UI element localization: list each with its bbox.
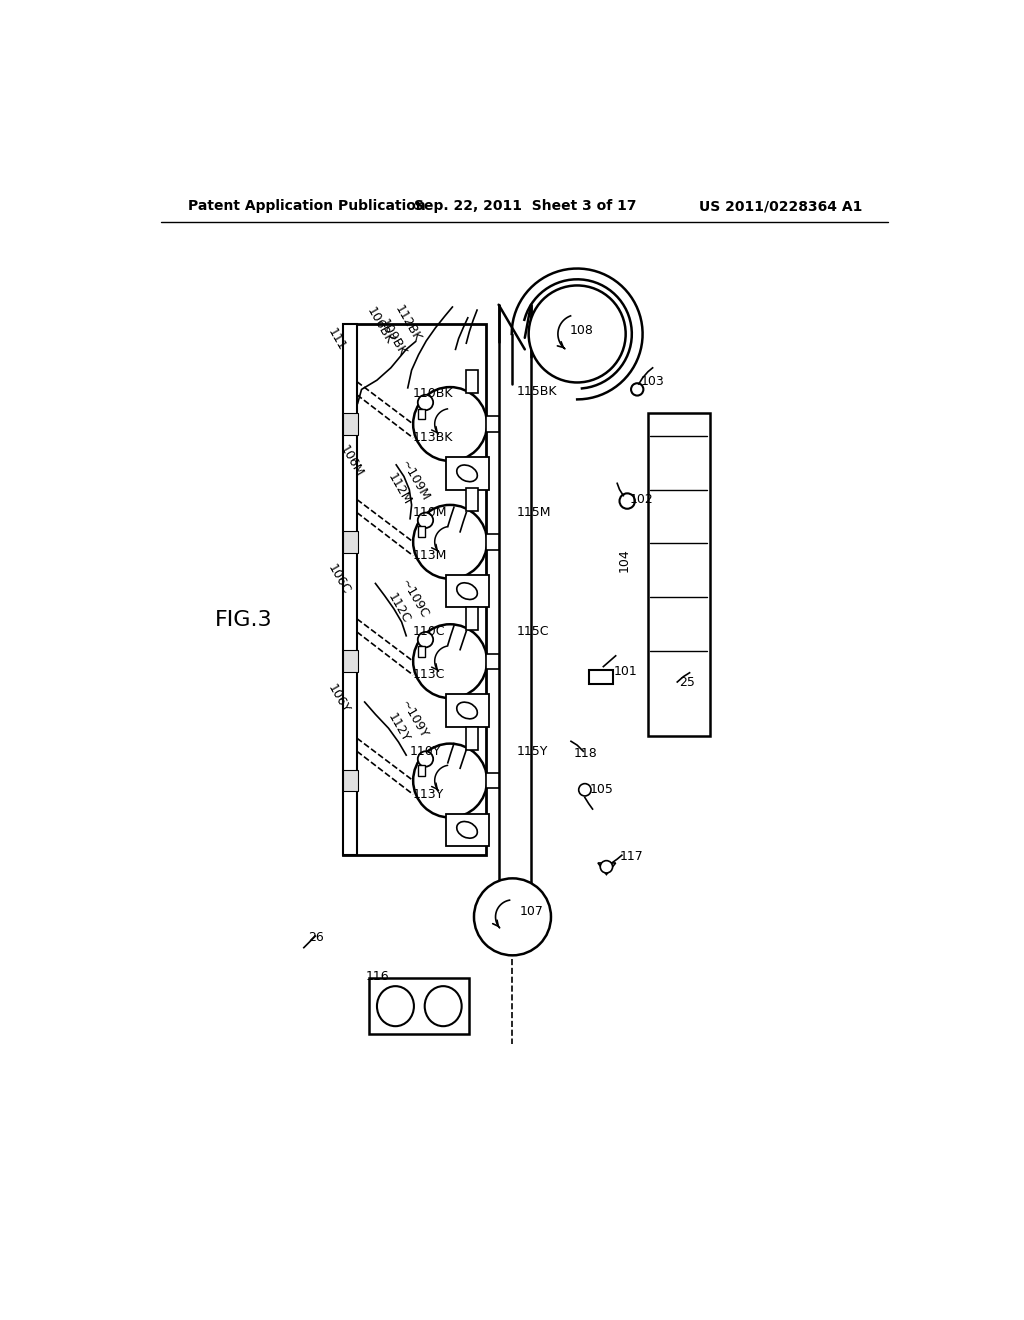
Text: 112M: 112M <box>385 471 413 508</box>
Text: 113C: 113C <box>413 668 445 681</box>
Ellipse shape <box>457 821 477 838</box>
Bar <box>485 416 500 432</box>
Circle shape <box>418 395 433 411</box>
Bar <box>466 488 478 511</box>
Text: 106C: 106C <box>325 562 352 597</box>
Text: 110Y: 110Y <box>410 744 441 758</box>
Text: 115M: 115M <box>516 506 551 519</box>
Bar <box>418 645 425 656</box>
Text: 115C: 115C <box>516 626 549 639</box>
Text: 112Y: 112Y <box>385 711 412 744</box>
Bar <box>466 607 478 631</box>
Text: Patent Application Publication: Patent Application Publication <box>188 199 426 213</box>
Bar <box>466 370 478 393</box>
Circle shape <box>631 383 643 396</box>
Bar <box>418 409 425 420</box>
Circle shape <box>474 878 551 956</box>
Text: Sep. 22, 2011  Sheet 3 of 17: Sep. 22, 2011 Sheet 3 of 17 <box>414 199 636 213</box>
Bar <box>343 651 358 672</box>
Text: ~109M: ~109M <box>398 458 432 503</box>
Text: 116: 116 <box>366 970 389 982</box>
Text: 26: 26 <box>307 931 324 944</box>
Bar <box>446 813 488 846</box>
Circle shape <box>413 743 487 817</box>
Bar <box>343 531 358 553</box>
Text: 113BK: 113BK <box>413 430 454 444</box>
Ellipse shape <box>457 583 477 599</box>
Circle shape <box>620 494 635 508</box>
Circle shape <box>413 624 487 698</box>
Text: 113Y: 113Y <box>413 788 444 801</box>
Circle shape <box>579 784 591 796</box>
Ellipse shape <box>377 986 414 1026</box>
Text: 110C: 110C <box>413 626 445 639</box>
Text: 113M: 113M <box>413 549 447 562</box>
Ellipse shape <box>425 986 462 1026</box>
Text: 101: 101 <box>614 665 638 678</box>
Text: ~109Y: ~109Y <box>398 697 431 741</box>
Text: 118: 118 <box>573 747 597 760</box>
Text: 106BK: 106BK <box>364 305 395 347</box>
Text: 112C: 112C <box>385 591 412 626</box>
Bar <box>343 323 485 855</box>
Text: 110M: 110M <box>413 506 447 519</box>
Bar <box>343 413 358 434</box>
Text: ~109C: ~109C <box>398 577 431 620</box>
Bar <box>343 323 357 855</box>
Bar <box>418 766 425 776</box>
Text: 107: 107 <box>519 906 544 917</box>
Text: 115Y: 115Y <box>516 744 548 758</box>
Bar <box>343 770 358 792</box>
Bar <box>446 457 488 490</box>
Ellipse shape <box>457 465 477 482</box>
Text: 102: 102 <box>630 492 653 506</box>
Text: 112BK: 112BK <box>392 304 424 345</box>
Bar <box>446 694 488 726</box>
Text: 103: 103 <box>640 375 664 388</box>
Bar <box>418 527 425 537</box>
Text: FIG.3: FIG.3 <box>215 610 272 631</box>
Bar <box>466 726 478 750</box>
Ellipse shape <box>457 702 477 719</box>
Text: 111: 111 <box>325 326 348 352</box>
Text: 117: 117 <box>620 850 643 863</box>
Circle shape <box>418 632 433 647</box>
Text: 115BK: 115BK <box>516 385 557 399</box>
Circle shape <box>413 387 487 461</box>
Text: 109BK: 109BK <box>377 317 409 359</box>
Bar <box>485 535 500 549</box>
Bar <box>648 413 710 737</box>
Bar <box>370 978 469 1034</box>
Polygon shape <box>598 863 615 875</box>
Text: 106M: 106M <box>337 442 366 479</box>
Text: 110BK: 110BK <box>413 387 454 400</box>
Bar <box>590 671 612 684</box>
Circle shape <box>418 751 433 767</box>
Text: 106Y: 106Y <box>325 682 351 715</box>
Bar <box>485 653 500 669</box>
Bar <box>446 576 488 607</box>
Text: 104: 104 <box>617 549 630 572</box>
Bar <box>485 774 500 788</box>
Text: US 2011/0228364 A1: US 2011/0228364 A1 <box>698 199 862 213</box>
Text: 108: 108 <box>569 323 593 337</box>
Circle shape <box>418 512 433 528</box>
Circle shape <box>600 861 612 873</box>
Text: 25: 25 <box>679 676 694 689</box>
Circle shape <box>413 506 487 579</box>
Text: 105: 105 <box>590 783 613 796</box>
Circle shape <box>528 285 626 383</box>
